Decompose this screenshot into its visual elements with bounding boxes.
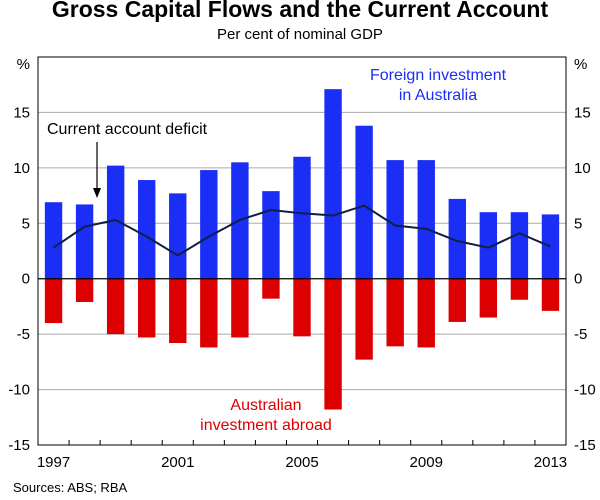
bar-investment-abroad xyxy=(169,278,187,344)
chart-title: Gross Capital Flows and the Current Acco… xyxy=(51,0,549,22)
bar-investment-abroad xyxy=(293,278,311,337)
bar-foreign-investment xyxy=(324,89,342,279)
annotation-arrow-head xyxy=(93,188,101,198)
current-account-label: Current account deficit xyxy=(47,121,208,138)
bar-investment-abroad xyxy=(106,278,125,335)
bar-foreign-investment xyxy=(386,160,404,279)
bar-investment-abroad xyxy=(262,278,280,299)
bar-investment-abroad xyxy=(417,278,435,348)
y-tick-label-right: 15 xyxy=(574,104,591,121)
bar-foreign-investment xyxy=(262,191,280,279)
bar-investment-abroad xyxy=(324,278,342,410)
bar-foreign-investment xyxy=(479,212,498,279)
bar-foreign-investment xyxy=(355,125,373,279)
bar-investment-abroad xyxy=(448,278,466,322)
bar-investment-abroad xyxy=(200,278,218,348)
bar-foreign-investment xyxy=(448,198,466,279)
bar-investment-abroad xyxy=(231,278,249,338)
bar-investment-abroad xyxy=(138,278,156,338)
bar-investment-abroad xyxy=(44,278,63,324)
y-unit-left: % xyxy=(17,56,30,73)
y-tick-label-left: -15 xyxy=(8,437,30,454)
x-tick-label: 2001 xyxy=(161,454,194,471)
y-tick-label-right: -15 xyxy=(574,437,596,454)
y-tick-label-left: 15 xyxy=(13,104,30,121)
current-account-line xyxy=(52,204,551,257)
bar-investment-abroad xyxy=(510,278,529,300)
x-tick-label: 2009 xyxy=(410,454,443,471)
y-tick-label-left: -5 xyxy=(17,326,30,343)
y-tick-label-left: 5 xyxy=(22,215,30,232)
bar-foreign-investment xyxy=(417,160,435,279)
x-tick-label: 1997 xyxy=(37,454,70,471)
x-tick-label: 2005 xyxy=(285,454,318,471)
y-unit-right: % xyxy=(574,56,587,73)
bar-investment-abroad xyxy=(541,278,560,311)
bar-foreign-investment xyxy=(44,202,63,279)
y-tick-label-left: -10 xyxy=(8,382,30,399)
chart-subtitle: Per cent of nominal GDP xyxy=(217,26,383,43)
bar-investment-abroad xyxy=(355,278,373,360)
y-tick-label-right: 10 xyxy=(574,160,591,177)
y-tick-label-left: 10 xyxy=(13,160,30,177)
foreign-investment-label: in Australia xyxy=(399,87,477,104)
y-tick-label-right: 0 xyxy=(574,271,582,288)
bar-foreign-investment xyxy=(200,170,218,279)
bar-foreign-investment xyxy=(75,204,94,279)
bar-foreign-investment xyxy=(293,156,311,279)
bar-investment-abroad xyxy=(479,278,498,318)
y-tick-label-right: 5 xyxy=(574,215,582,232)
foreign-investment-label: Foreign investment xyxy=(370,67,507,84)
plot-frame xyxy=(37,56,567,446)
bar-foreign-investment xyxy=(510,212,529,279)
bar-investment-abroad xyxy=(75,278,94,302)
y-tick-label-right: -10 xyxy=(574,382,596,399)
x-tick-label: 2013 xyxy=(534,454,567,471)
investment-abroad-label: investment abroad xyxy=(200,417,332,434)
investment-abroad-label: Australian xyxy=(230,397,301,414)
y-tick-label-right: -5 xyxy=(574,326,587,343)
bar-investment-abroad xyxy=(386,278,404,347)
bar-foreign-investment xyxy=(138,180,156,279)
bar-foreign-investment xyxy=(169,193,187,279)
bar-foreign-investment xyxy=(106,165,125,279)
source-note: Sources: ABS; RBA xyxy=(13,480,128,495)
y-tick-label-left: 0 xyxy=(22,271,30,288)
